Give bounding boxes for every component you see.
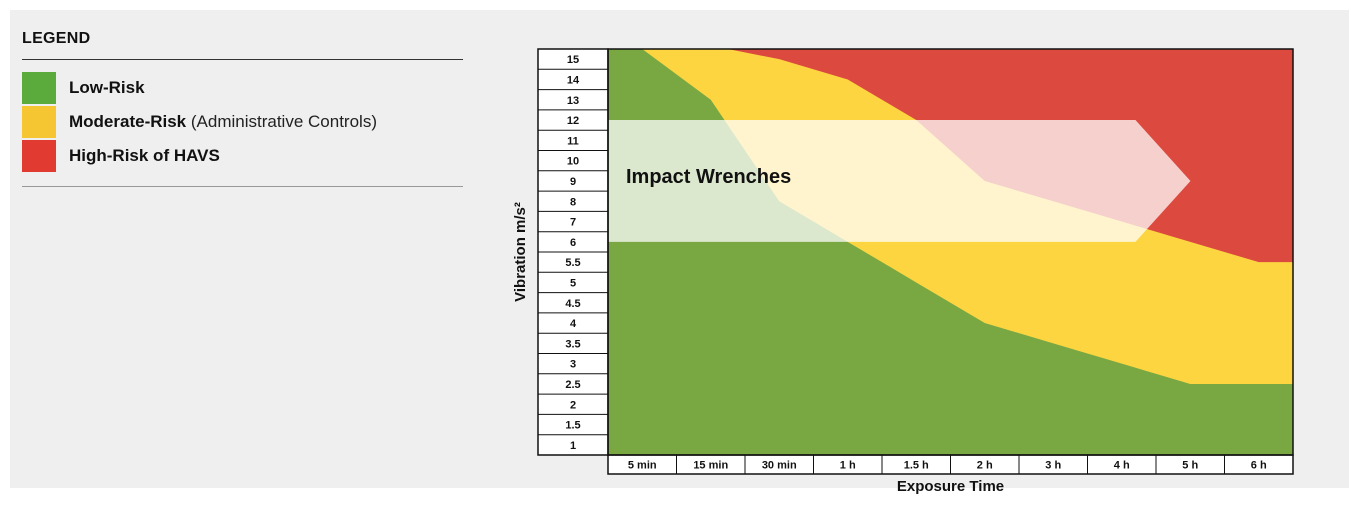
band-arrow <box>608 120 1191 242</box>
x-tick-label: 6 h <box>1251 460 1267 472</box>
y-tick-label: 5.5 <box>565 257 580 269</box>
y-tick-label: 14 <box>567 74 580 86</box>
x-tick-label: 1 h <box>840 460 856 472</box>
x-tick-label: 1.5 h <box>904 460 929 472</box>
legend-label-high-risk: High-Risk of HAVS <box>69 146 220 165</box>
y-tick-label: 3 <box>570 359 576 371</box>
legend-swatch-low-risk <box>22 72 56 104</box>
x-tick-label: 4 h <box>1114 460 1130 472</box>
y-tick-label: 10 <box>567 156 579 168</box>
legend-note-moderate-risk: (Administrative Controls) <box>190 112 377 131</box>
x-axis-title: Exposure Time <box>897 478 1004 495</box>
y-tick-label: 1.5 <box>565 420 580 432</box>
y-tick-label: 8 <box>570 196 576 208</box>
legend-label-moderate-risk: Moderate-Risk <box>69 112 187 131</box>
legend-label-low-risk: Low-Risk <box>69 78 145 97</box>
x-tick-label: 5 min <box>628 460 657 472</box>
y-tick-label: 15 <box>567 54 579 66</box>
x-axis: 5 min 15 min 30 min 1 h 1.5 h 2 h 3 h 4 h 5 h 6 h <box>607 48 1294 475</box>
x-tick-label: 15 min <box>693 460 728 472</box>
y-axis: 1 1.5 2 2.5 3 3.5 4 4.5 5 5.5 6 7 8 9 10 11 12 13 14 15 <box>537 48 609 456</box>
y-tick-label: 5 <box>570 277 576 289</box>
y-tick-label: 12 <box>567 115 579 127</box>
legend-title: LEGEND <box>22 30 463 60</box>
y-tick-label: 3.5 <box>565 338 580 350</box>
y-tick-label: 13 <box>567 95 579 107</box>
x-tick-label: 3 h <box>1045 460 1061 472</box>
x-tick-label: 2 h <box>977 460 993 472</box>
legend-item-low-risk: Low-Risk <box>22 72 463 104</box>
y-tick-label: 7 <box>570 217 576 229</box>
y-tick-label: 2 <box>570 399 576 411</box>
y-tick-label: 9 <box>570 176 576 188</box>
legend-item-moderate-risk: Moderate-Risk (Administrative Controls) <box>22 106 463 138</box>
band-group: Impact Wrenches <box>608 120 1191 242</box>
y-tick-label: 2.5 <box>565 379 580 391</box>
y-tick-label: 1 <box>570 440 576 452</box>
y-axis-title: Vibration m/s² <box>512 202 529 302</box>
legend-item-high-risk: High-Risk of HAVS <box>22 140 463 172</box>
band-label: Impact Wrenches <box>626 166 791 188</box>
plot-frame <box>607 48 1294 456</box>
legend-swatch-moderate-risk <box>22 106 56 138</box>
legend: LEGEND Low-Risk Moderate-Risk (Administr… <box>22 30 463 187</box>
x-tick-label: 5 h <box>1182 460 1198 472</box>
x-tick-label: 30 min <box>762 460 797 472</box>
y-tick-label: 4.5 <box>565 298 580 310</box>
risk-zones <box>608 49 1293 455</box>
legend-items: Low-Risk Moderate-Risk (Administrative C… <box>22 60 463 187</box>
zone-low-risk <box>608 49 1293 455</box>
legend-swatch-high-risk <box>22 140 56 172</box>
y-tick-label: 6 <box>570 237 576 249</box>
y-tick-label: 11 <box>567 135 579 147</box>
y-tick-label: 4 <box>570 318 577 330</box>
